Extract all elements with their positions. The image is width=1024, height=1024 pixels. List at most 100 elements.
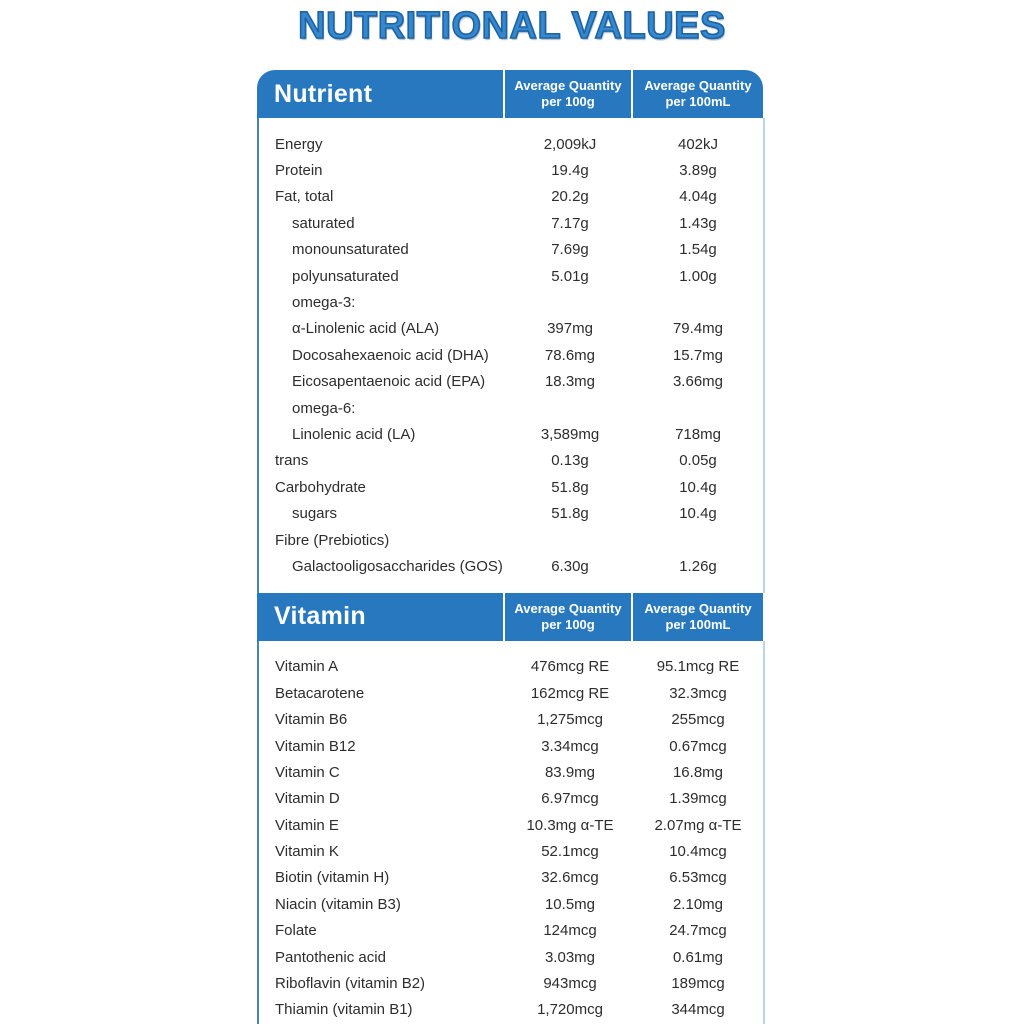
value-per-100ml: 15.7mg (672, 346, 724, 364)
nutrient-label: Niacin (vitamin B3) (275, 895, 401, 913)
table-row: Vitamin K 52.1mcg 10.4mcg (259, 838, 763, 864)
value-per-100g: 78.6mg (544, 346, 596, 364)
value-per-100g: 5.01g (551, 267, 589, 285)
value-per-100ml: 402kJ (677, 135, 719, 153)
value-per-100g: 51.8g (551, 478, 589, 496)
value-per-100g: 0.13g (551, 452, 589, 470)
nutrient-label: Vitamin K (275, 843, 339, 861)
value-per-100ml: 344mcg (671, 1001, 725, 1019)
nutrient-label: Riboflavin (vitamin B2) (275, 975, 426, 993)
value-per-100g: 943mcg (543, 975, 597, 993)
column-header-line1: Average Quantity (644, 600, 752, 616)
value-per-100ml: 16.8mg (672, 763, 724, 781)
page-title: NUTRITIONAL VALUES (297, 4, 726, 48)
nutrient-label: Linolenic acid (LA) (292, 425, 416, 443)
table-row: Vitamin B6 1,275mcg 255mcg (259, 706, 763, 732)
value-per-100g: 52.1mcg (541, 843, 599, 861)
column-header-line2: per 100mL (665, 616, 731, 632)
nutrient-label: Vitamin C (275, 763, 340, 781)
table-row: Pantothenic acid 3.03mg 0.61mg (259, 944, 763, 970)
value-per-100ml: 32.3mcg (669, 684, 727, 702)
table-body: Energy 2,009kJ 402kJ Protein 19.4g 3.89g… (257, 118, 765, 593)
column-header-line2: per 100mL (665, 94, 731, 109)
value-per-100g: 124mcg (543, 922, 597, 940)
nutrient-label: Docosahexaenoic acid (DHA) (292, 346, 489, 364)
value-per-100g: 18.3mg (544, 373, 596, 391)
value-per-100ml: 10.4g (679, 478, 717, 496)
nutrition-table: Nutrient Average Quantity per 100g Avera… (257, 70, 765, 1024)
value-per-100ml: 4.04g (679, 188, 717, 206)
value-per-100ml: 1.54g (679, 241, 717, 259)
nutrient-label: Vitamin B6 (275, 711, 348, 729)
column-header-line1: Average Quantity (514, 600, 622, 616)
value-per-100ml: 255mcg (671, 711, 725, 729)
nutrient-label: Fibre (Prebiotics) (275, 531, 390, 549)
table-row: Thiamin (vitamin B1) 1,720mcg 344mcg (259, 997, 763, 1023)
nutrient-label: Betacarotene (275, 684, 365, 702)
value-per-100ml: 0.05g (679, 452, 717, 470)
value-per-100ml: 79.4mg (672, 320, 724, 338)
nutrient-label: Vitamin D (275, 790, 340, 808)
nutrient-label: Eicosapentaenoic acid (EPA) (292, 373, 486, 391)
column-header-line2: per 100g (541, 94, 595, 109)
table-row: Galactooligosaccharides (GOS) 6.30g 1.26… (259, 553, 763, 579)
value-per-100ml: 2.07mg α-TE (654, 816, 742, 834)
table-row: trans 0.13g 0.05g (259, 448, 763, 474)
table-row: Fat, total 20.2g 4.04g (259, 184, 763, 210)
value-per-100ml: 1.26g (679, 557, 717, 575)
nutrient-label: Fat, total (275, 188, 334, 206)
value-per-100g: 1,275mcg (537, 711, 603, 729)
value-per-100ml: 718mg (675, 425, 721, 443)
value-per-100ml: 189mcg (671, 975, 725, 993)
table-row: Vitamin B12 3.34mcg 0.67mcg (259, 733, 763, 759)
table-row: sugars 51.8g 10.4g (259, 500, 763, 526)
value-per-100g: 3,589mg (540, 425, 600, 443)
table-body: Vitamin A 476mcg RE 95.1mcg RE Betacarot… (257, 640, 765, 1024)
nutrient-label: saturated (292, 214, 355, 232)
table-row: Betacarotene 162mcg RE 32.3mcg (259, 680, 763, 706)
nutrient-label: omega-6: (292, 399, 356, 417)
table-section: Vitamin Average Quantity per 100g Averag… (257, 592, 765, 1024)
table-header-row: Vitamin Average Quantity per 100g Averag… (257, 592, 765, 641)
value-per-100ml: 2.10mg (672, 895, 724, 913)
column-header-per-100g: Average Quantity per 100g (505, 70, 631, 118)
nutrient-label: Galactooligosaccharides (GOS) (292, 557, 503, 575)
value-per-100ml: 24.7mcg (669, 922, 727, 940)
table-row: Docosahexaenoic acid (DHA) 78.6mg 15.7mg (259, 342, 763, 368)
value-per-100ml: 3.66mg (672, 373, 724, 391)
table-row: α-Linolenic acid (ALA) 397mg 79.4mg (259, 316, 763, 342)
nutrient-label: Biotin (vitamin H) (275, 869, 390, 887)
value-per-100g: 162mcg RE (530, 684, 610, 702)
nutrient-label: sugars (292, 505, 338, 523)
value-per-100ml: 6.53mcg (669, 869, 727, 887)
nutrient-label: Folate (275, 922, 317, 940)
value-per-100g: 7.17g (551, 214, 589, 232)
table-row: Fibre (Prebiotics) (259, 527, 763, 553)
table-row: Vitamin E 10.3mg α-TE 2.07mg α-TE (259, 812, 763, 838)
value-per-100g: 6.97mcg (541, 790, 599, 808)
table-row: polyunsaturated 5.01g 1.00g (259, 263, 763, 289)
column-header-per-100ml: Average Quantity per 100mL (633, 70, 763, 118)
value-per-100ml: 10.4g (679, 505, 717, 523)
value-per-100g: 7.69g (551, 241, 589, 259)
table-row: Riboflavin (vitamin B2) 943mcg 189mcg (259, 970, 763, 996)
table-row: Biotin (vitamin H) 32.6mcg 6.53mcg (259, 865, 763, 891)
table-row: monounsaturated 7.69g 1.54g (259, 237, 763, 263)
value-per-100g: 10.5mg (544, 895, 596, 913)
value-per-100g: 3.03mg (544, 948, 596, 966)
value-per-100g: 51.8g (551, 505, 589, 523)
nutrient-label: Pantothenic acid (275, 948, 386, 966)
nutrient-label: Vitamin E (275, 816, 339, 834)
column-header-line1: Average Quantity (644, 78, 752, 93)
value-per-100ml: 0.67mcg (669, 737, 727, 755)
table-header-row: Nutrient Average Quantity per 100g Avera… (257, 70, 765, 118)
table-row: Protein 19.4g 3.89g (259, 157, 763, 183)
table-row: Energy 2,009kJ 402kJ (259, 131, 763, 157)
value-per-100g: 20.2g (551, 188, 589, 206)
column-header-line2: per 100g (541, 616, 595, 632)
table-row: Linolenic acid (LA) 3,589mg 718mg (259, 421, 763, 447)
table-row: omega-6: (259, 395, 763, 421)
value-per-100g: 1,720mcg (537, 1001, 603, 1019)
section-heading: Nutrient (257, 70, 503, 118)
